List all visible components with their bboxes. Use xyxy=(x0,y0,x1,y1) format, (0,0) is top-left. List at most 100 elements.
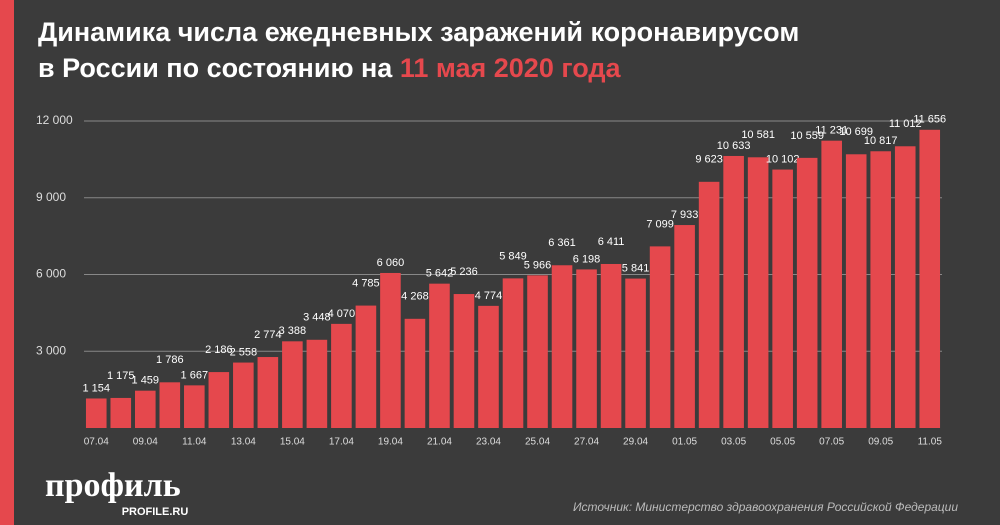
side-stripe xyxy=(0,0,14,525)
value-label: 6 060 xyxy=(377,257,405,269)
value-label: 11 012 xyxy=(889,118,922,130)
bar xyxy=(796,157,818,428)
chart-title: Динамика числа ежедневных заражений коро… xyxy=(38,17,799,47)
bar xyxy=(380,272,401,428)
bar xyxy=(674,225,695,428)
value-label: 11 231 xyxy=(815,125,848,137)
value-label: 4 070 xyxy=(328,308,356,320)
logo-url: PROFILE.RU xyxy=(122,506,189,518)
x-tick-label: 07.05 xyxy=(819,437,844,448)
bar xyxy=(184,385,205,428)
value-label: 10 102 xyxy=(766,153,800,165)
value-label: 1 175 xyxy=(107,370,135,382)
bar xyxy=(134,390,156,428)
value-label: 4 774 xyxy=(475,290,503,302)
x-tick-label: 21.04 xyxy=(427,437,452,448)
x-tick-label: 11.05 xyxy=(918,437,943,448)
x-tick-label: 29.04 xyxy=(623,437,648,448)
value-label: 6 411 xyxy=(598,236,625,248)
bar xyxy=(576,269,597,428)
value-label: 10 633 xyxy=(717,140,751,152)
value-label: 2 186 xyxy=(205,344,233,356)
x-tick-label: 03.05 xyxy=(721,437,746,448)
bar xyxy=(429,283,450,428)
x-tick-label: 05.05 xyxy=(770,437,795,448)
bar xyxy=(502,278,524,428)
y-tick-label: 9 000 xyxy=(36,190,66,204)
bar xyxy=(747,157,769,429)
logo: профиль xyxy=(45,467,181,504)
value-label: 6 198 xyxy=(573,253,601,265)
bar xyxy=(894,146,916,428)
bar xyxy=(110,397,132,428)
bar xyxy=(821,140,842,428)
value-label: 1 459 xyxy=(132,375,160,387)
bar xyxy=(870,151,892,428)
bar xyxy=(698,181,720,428)
y-tick-label: 12 000 xyxy=(36,113,73,127)
value-label: 6 361 xyxy=(548,237,576,249)
value-label: 5 236 xyxy=(450,266,478,278)
value-label: 2 558 xyxy=(230,346,258,358)
value-label: 5 966 xyxy=(524,259,552,271)
x-tick-label: 09.05 xyxy=(868,437,893,448)
bar xyxy=(85,398,107,428)
value-label: 2 774 xyxy=(254,329,282,341)
bar xyxy=(233,362,254,428)
bar xyxy=(404,318,426,428)
x-tick-label: 25.04 xyxy=(525,437,550,448)
value-label: 10 559 xyxy=(790,130,824,142)
x-tick-label: 07.04 xyxy=(84,437,109,448)
x-tick-label: 11.04 xyxy=(182,437,207,448)
bar xyxy=(649,246,671,428)
bar xyxy=(257,357,279,428)
bar xyxy=(919,129,941,428)
value-label: 1 154 xyxy=(82,382,110,394)
value-label: 10 817 xyxy=(864,135,898,147)
value-label: 5 841 xyxy=(622,262,650,274)
value-label: 11 656 xyxy=(913,114,946,126)
x-tick-label: 17.04 xyxy=(329,437,354,448)
value-label: 5 849 xyxy=(499,250,527,262)
bar xyxy=(772,169,793,428)
source: Источник: Министерство здравоохранения Р… xyxy=(573,500,958,514)
bar xyxy=(527,275,548,428)
value-label: 5 642 xyxy=(426,268,454,280)
x-tick-label: 27.04 xyxy=(574,437,599,448)
bar xyxy=(159,382,181,428)
bar xyxy=(845,154,867,428)
value-label: 4 268 xyxy=(401,291,429,303)
x-tick-label: 01.05 xyxy=(672,437,697,448)
value-label: 1 786 xyxy=(156,354,184,366)
bar xyxy=(551,265,573,428)
value-label: 10 699 xyxy=(839,126,873,138)
value-label: 7 933 xyxy=(671,209,699,221)
chart-title-line2: в России по состоянию на 11 мая 2020 год… xyxy=(38,53,622,83)
value-label: 10 581 xyxy=(741,129,775,141)
value-label: 9 623 xyxy=(695,154,723,166)
bar xyxy=(208,372,230,428)
bar xyxy=(478,305,499,428)
value-label: 4 785 xyxy=(352,277,380,289)
x-tick-label: 19.04 xyxy=(378,437,403,448)
bar xyxy=(306,339,328,428)
bar xyxy=(331,323,352,428)
value-label: 3 448 xyxy=(303,312,331,324)
bar xyxy=(282,341,303,428)
bar xyxy=(453,294,475,428)
x-tick-label: 09.04 xyxy=(133,437,158,448)
title-highlight: 11 мая 2020 года xyxy=(400,53,622,83)
value-label: 3 388 xyxy=(279,325,307,337)
bar xyxy=(723,155,744,428)
bar xyxy=(625,278,646,428)
bar xyxy=(355,305,377,428)
y-tick-label: 6 000 xyxy=(36,267,66,281)
value-label: 1 667 xyxy=(181,369,209,381)
value-label: 7 099 xyxy=(646,218,674,230)
bar xyxy=(600,263,622,428)
x-tick-label: 23.04 xyxy=(476,437,501,448)
y-tick-label: 3 000 xyxy=(36,343,66,357)
x-tick-label: 13.04 xyxy=(231,437,256,448)
x-tick-label: 15.04 xyxy=(280,437,305,448)
